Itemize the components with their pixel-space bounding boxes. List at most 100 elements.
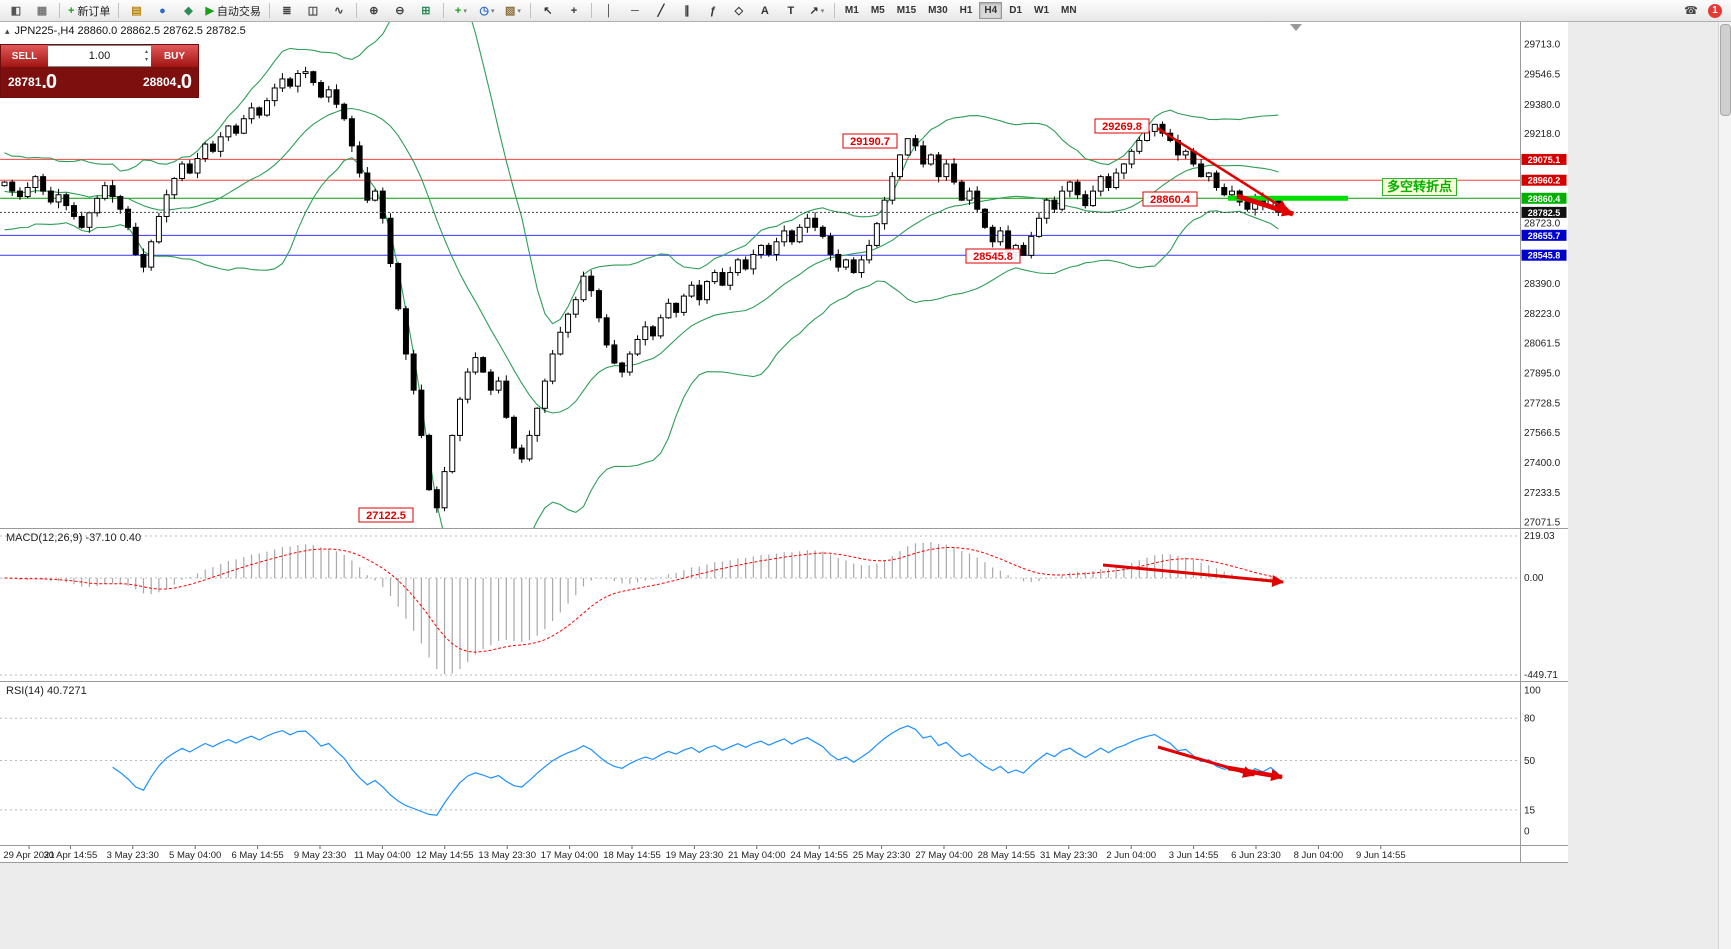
price-tag-text: 28545.8 bbox=[1528, 251, 1561, 261]
indicator-axis[interactable]: 219.03 0.00 -449.71 100 80 50 15 0 bbox=[1524, 531, 1558, 838]
candle-bull bbox=[526, 434, 533, 460]
window-scrollbar[interactable] bbox=[1718, 22, 1731, 949]
candlestick-type-icon: ◫ bbox=[307, 5, 319, 17]
rsi-trend-arrow-1[interactable] bbox=[1227, 765, 1284, 782]
trend-arrow-1[interactable] bbox=[1236, 193, 1295, 217]
price-tag-box bbox=[1521, 192, 1567, 204]
price-axis-label: 27728.5 bbox=[1524, 399, 1561, 410]
timeframe-m15[interactable]: M15 bbox=[896, 5, 917, 16]
profiles-button[interactable]: ▦ bbox=[30, 1, 54, 21]
timeframe-m5[interactable]: M5 bbox=[870, 5, 885, 16]
sell-price[interactable]: 28781 .0 bbox=[8, 71, 57, 94]
vertical-line-button[interactable]: │ bbox=[597, 1, 621, 21]
price-tag-box bbox=[1521, 153, 1567, 165]
macd-histogram bbox=[11, 542, 1279, 674]
price-label-28860.4[interactable]: 28860.4 bbox=[1142, 191, 1198, 207]
price-tag-box bbox=[1521, 249, 1567, 261]
mobile-app-icon[interactable]: ☎ bbox=[1684, 5, 1698, 17]
horizontal-line-button[interactable]: ─ bbox=[623, 1, 647, 21]
new-order-button[interactable]: + 新订单 bbox=[65, 1, 113, 21]
cursor-button[interactable]: ↖ bbox=[536, 1, 560, 21]
trendline-button[interactable]: ╱ bbox=[649, 1, 673, 21]
buy-price-frac: .0 bbox=[176, 70, 192, 93]
navigator-button[interactable]: ◆ bbox=[176, 1, 200, 21]
text-button[interactable]: A bbox=[753, 1, 777, 21]
templates-button[interactable]: ▧ ▾ bbox=[501, 1, 525, 21]
bar-chart-type-button[interactable]: ≣ bbox=[275, 1, 299, 21]
fibonacci-button[interactable]: ƒ bbox=[701, 1, 725, 21]
indicators-caret-icon[interactable]: ▾ bbox=[463, 7, 467, 15]
candle-bull bbox=[781, 230, 788, 243]
indicators-button[interactable]: + ▾ bbox=[449, 1, 473, 21]
periods-caret-icon[interactable]: ▾ bbox=[490, 7, 495, 15]
shapes-button[interactable]: ◇ bbox=[727, 1, 751, 21]
chart-shift-marker[interactable] bbox=[1290, 24, 1302, 31]
sell-button[interactable]: SELL bbox=[1, 45, 48, 67]
notification-badge[interactable]: 1 bbox=[1708, 3, 1722, 18]
volume-spinner[interactable]: ▴ ▾ bbox=[145, 48, 148, 64]
candle-bear bbox=[1051, 199, 1058, 210]
macd-axis-label: 219.03 bbox=[1524, 531, 1555, 542]
price-label-29190.7[interactable]: 29190.7 bbox=[842, 133, 898, 149]
templates-caret-icon[interactable]: ▾ bbox=[517, 7, 521, 15]
macd-trend-arrow[interactable] bbox=[1102, 563, 1285, 587]
time-axis-label: 8 Jun 04:00 bbox=[1294, 850, 1344, 861]
auto-trading-button[interactable]: ▶ 自动交易 bbox=[202, 1, 263, 21]
candle-bull bbox=[302, 71, 309, 74]
market-watch-button[interactable]: ▤ bbox=[124, 1, 148, 21]
price-axis[interactable]: 29713.0 29546.5 29380.0 29218.0 28723.0 28390… bbox=[1521, 40, 1567, 529]
spin-up-icon[interactable]: ▴ bbox=[144, 49, 148, 55]
data-window-button[interactable]: ● bbox=[150, 1, 174, 21]
chart-window-button[interactable]: ◧ bbox=[4, 1, 28, 21]
scrollbar-thumb[interactable] bbox=[1720, 24, 1731, 116]
candle-bear bbox=[9, 181, 16, 192]
candle-bear bbox=[387, 217, 394, 265]
line-chart-type-button[interactable]: ∿ bbox=[327, 1, 351, 21]
candle-bull bbox=[1028, 235, 1035, 256]
trend-arrow-0[interactable] bbox=[1156, 126, 1290, 213]
one-click-collapse-icon[interactable]: ▴ bbox=[5, 25, 10, 36]
tile-windows-button[interactable]: ⊞ bbox=[414, 1, 438, 21]
timeframe-w1[interactable]: W1 bbox=[1034, 5, 1050, 16]
candle-bull bbox=[464, 371, 471, 400]
buy-button[interactable]: BUY bbox=[151, 45, 198, 67]
text-label-button[interactable]: T bbox=[779, 1, 803, 21]
toolbar-separator bbox=[833, 3, 835, 18]
timeframe-m1[interactable]: M1 bbox=[844, 5, 859, 16]
candlestick-type-button[interactable]: ◫ bbox=[301, 1, 325, 21]
timeframe-h4[interactable]: H4 bbox=[979, 2, 1003, 19]
candle-bear bbox=[958, 181, 965, 201]
candle-bear bbox=[827, 235, 834, 255]
price-label-28545.8[interactable]: 28545.8 bbox=[965, 248, 1021, 264]
candle-bear bbox=[511, 416, 518, 449]
chart-canvas[interactable]: 29190.7 29269.8 28860.4 28545.8 27122.5 29713… bbox=[0, 22, 1731, 949]
zoom-out-button[interactable]: ⊖ bbox=[388, 1, 412, 21]
volume-input[interactable]: 1.00 ▴ ▾ bbox=[48, 45, 151, 67]
crosshair-button[interactable]: + bbox=[562, 1, 586, 21]
candle-bear bbox=[595, 290, 602, 319]
price-label-27122.5[interactable]: 27122.5 bbox=[358, 507, 414, 523]
candle-bear bbox=[256, 107, 263, 116]
spin-down-icon[interactable]: ▾ bbox=[144, 57, 148, 63]
timeframe-h1[interactable]: H1 bbox=[959, 5, 973, 16]
zoom-in-button[interactable]: ⊕ bbox=[362, 1, 386, 21]
buy-price[interactable]: 28804 .0 bbox=[143, 70, 192, 94]
templates-icon: ▧ bbox=[504, 5, 516, 17]
timeframe-d1[interactable]: D1 bbox=[1009, 5, 1023, 16]
arrow-tools-button[interactable]: ↗ ▾ bbox=[805, 1, 829, 21]
equidistant-channel-button[interactable]: ∥ bbox=[675, 1, 699, 21]
price-label-text: 29269.8 bbox=[1102, 121, 1142, 133]
timeframe-m30[interactable]: M30 bbox=[928, 5, 948, 16]
candle-bull bbox=[456, 398, 463, 436]
arrow-tools-caret-icon[interactable]: ▾ bbox=[820, 7, 825, 15]
timeframe-mn[interactable]: MN bbox=[1061, 5, 1077, 16]
periods-button[interactable]: ◷ ▾ bbox=[475, 1, 499, 21]
candle-bear bbox=[742, 259, 749, 270]
chart-text-annotation[interactable]: 多空转折点 bbox=[1382, 178, 1458, 196]
candle-bull bbox=[626, 353, 633, 373]
price-label-29269.8[interactable]: 29269.8 bbox=[1094, 118, 1150, 134]
candle-bull bbox=[541, 380, 548, 409]
time-axis-label: 6 Jun 23:30 bbox=[1231, 850, 1281, 861]
time-axis-label: 28 May 14:55 bbox=[978, 850, 1036, 861]
